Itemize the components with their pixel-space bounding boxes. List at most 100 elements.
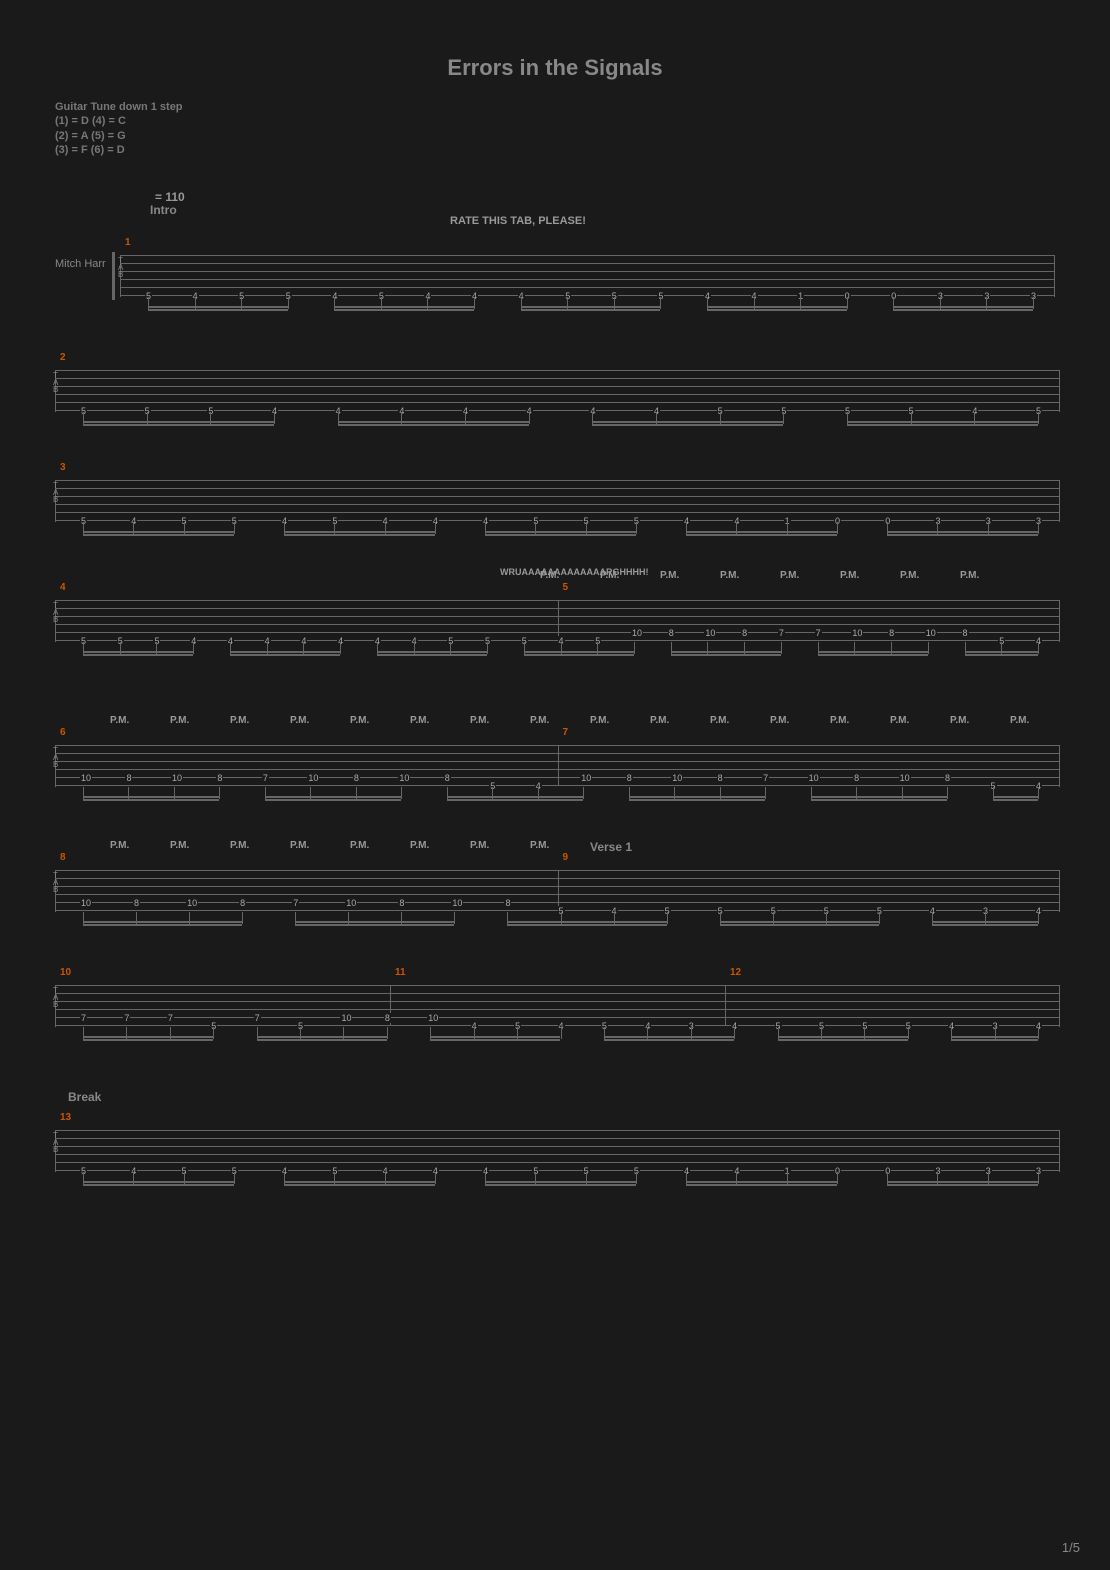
- tab-note: 10: [671, 773, 683, 783]
- staff-bracket: [112, 252, 115, 300]
- palm-mute-marking: P.M.: [530, 715, 549, 726]
- tab-note: 8: [944, 773, 951, 783]
- measure-number: 13: [60, 1112, 71, 1123]
- tab-note: 7: [762, 773, 769, 783]
- tab-note: 7: [167, 1013, 174, 1023]
- tuning-line2: (2) = A (5) = G: [55, 129, 183, 143]
- palm-mute-marking: P.M.: [890, 715, 909, 726]
- tab-staff-5: TAB67108108710810854108108710810854: [55, 745, 1060, 787]
- tab-note: 8: [962, 628, 969, 638]
- tempo-marking: = 110: [155, 190, 185, 204]
- tuning-line1: (1) = D (4) = C: [55, 114, 183, 128]
- tab-note: 8: [398, 898, 405, 908]
- tab-note: 7: [80, 1013, 87, 1023]
- palm-mute-marking: P.M.: [230, 715, 249, 726]
- measure-number: 6: [60, 727, 66, 738]
- tab-staff-7: TAB1011127775751081045454345555434: [55, 985, 1060, 1027]
- tuning-line3: (3) = F (6) = D: [55, 143, 183, 157]
- tab-clef: TAB: [53, 987, 58, 1008]
- tuning-header: Guitar Tune down 1 step: [55, 100, 183, 114]
- palm-mute-marking: P.M.: [960, 570, 979, 581]
- tab-note: 8: [125, 773, 132, 783]
- palm-mute-marking: P.M.: [170, 840, 189, 851]
- artist-name: Mitch Harr: [55, 258, 106, 270]
- palm-mute-marking: P.M.: [110, 715, 129, 726]
- tab-staff-6: TAB8910810871081085455555434: [55, 870, 1060, 912]
- scream-text: WRUAAAAAAAAAAAAARGHHHH!: [500, 567, 648, 577]
- tab-note: 8: [504, 898, 511, 908]
- verse-label: Verse 1: [590, 840, 632, 854]
- rate-prompt: RATE THIS TAB, PLEASE!: [450, 215, 586, 227]
- tab-note: 8: [888, 628, 895, 638]
- palm-mute-marking: P.M.: [290, 715, 309, 726]
- tab-note: 7: [778, 628, 785, 638]
- palm-mute-marking: P.M.: [230, 840, 249, 851]
- palm-mute-marking: P.M.: [770, 715, 789, 726]
- tab-note: 8: [668, 628, 675, 638]
- tab-note: 8: [384, 1013, 391, 1023]
- palm-mute-marking: P.M.: [830, 715, 849, 726]
- tab-staff-8: TAB1354554544455544100333: [55, 1130, 1060, 1172]
- tab-note: 8: [353, 773, 360, 783]
- tab-note: 10: [80, 773, 92, 783]
- song-title: Errors in the Signals: [0, 0, 1110, 81]
- measure-number: 2: [60, 352, 66, 363]
- tab-clef: TAB: [53, 747, 58, 768]
- tab-note: 10: [398, 773, 410, 783]
- tab-note: 8: [133, 898, 140, 908]
- tab-clef: TAB: [53, 872, 58, 893]
- tab-note: 8: [216, 773, 223, 783]
- tab-note: 10: [580, 773, 592, 783]
- measure-number: 1: [125, 237, 131, 248]
- palm-mute-marking: P.M.: [410, 715, 429, 726]
- tab-clef: TAB: [118, 257, 123, 278]
- tab-note: 10: [427, 1013, 439, 1023]
- tuning-info: Guitar Tune down 1 step (1) = D (4) = C …: [55, 100, 183, 157]
- tab-note: 7: [123, 1013, 130, 1023]
- intro-label: Intro: [150, 203, 177, 217]
- break-label: Break: [68, 1090, 101, 1104]
- tab-note: 10: [899, 773, 911, 783]
- palm-mute-marking: P.M.: [470, 715, 489, 726]
- palm-mute-marking: P.M.: [780, 570, 799, 581]
- tab-note: 8: [626, 773, 633, 783]
- page-number: 1/5: [1062, 1540, 1080, 1555]
- palm-mute-marking: P.M.: [530, 840, 549, 851]
- tab-staff-3: TAB354554544455544100333: [55, 480, 1060, 522]
- palm-mute-marking: P.M.: [1010, 715, 1029, 726]
- tab-note: 7: [815, 628, 822, 638]
- measure-number: 4: [60, 582, 66, 593]
- tab-note: 10: [186, 898, 198, 908]
- tab-note: 10: [704, 628, 716, 638]
- measure-number: 8: [60, 852, 66, 863]
- palm-mute-marking: P.M.: [540, 570, 559, 581]
- palm-mute-marking: P.M.: [170, 715, 189, 726]
- tab-note: 7: [254, 1013, 261, 1023]
- measure-number: 12: [730, 967, 741, 978]
- tab-note: 10: [631, 628, 643, 638]
- tab-note: 8: [444, 773, 451, 783]
- tab-clef: TAB: [53, 602, 58, 623]
- palm-mute-marking: P.M.: [840, 570, 859, 581]
- palm-mute-marking: P.M.: [410, 840, 429, 851]
- palm-mute-marking: P.M.: [950, 715, 969, 726]
- tab-note: 10: [171, 773, 183, 783]
- tab-note: 8: [239, 898, 246, 908]
- palm-mute-marking: P.M.: [900, 570, 919, 581]
- tab-note: 10: [451, 898, 463, 908]
- tab-note: 10: [851, 628, 863, 638]
- tab-note: 10: [340, 1013, 352, 1023]
- tab-note: 10: [925, 628, 937, 638]
- palm-mute-marking: P.M.: [650, 715, 669, 726]
- tab-staff-2: TAB25554444444555545: [55, 370, 1060, 412]
- palm-mute-marking: P.M.: [350, 840, 369, 851]
- tab-note: 8: [741, 628, 748, 638]
- palm-mute-marking: P.M.: [110, 840, 129, 851]
- tab-clef: TAB: [53, 372, 58, 393]
- tab-note: 7: [262, 773, 269, 783]
- tab-note: 7: [292, 898, 299, 908]
- palm-mute-marking: P.M.: [350, 715, 369, 726]
- palm-mute-marking: P.M.: [720, 570, 739, 581]
- palm-mute-marking: P.M.: [600, 570, 619, 581]
- tab-note: 8: [717, 773, 724, 783]
